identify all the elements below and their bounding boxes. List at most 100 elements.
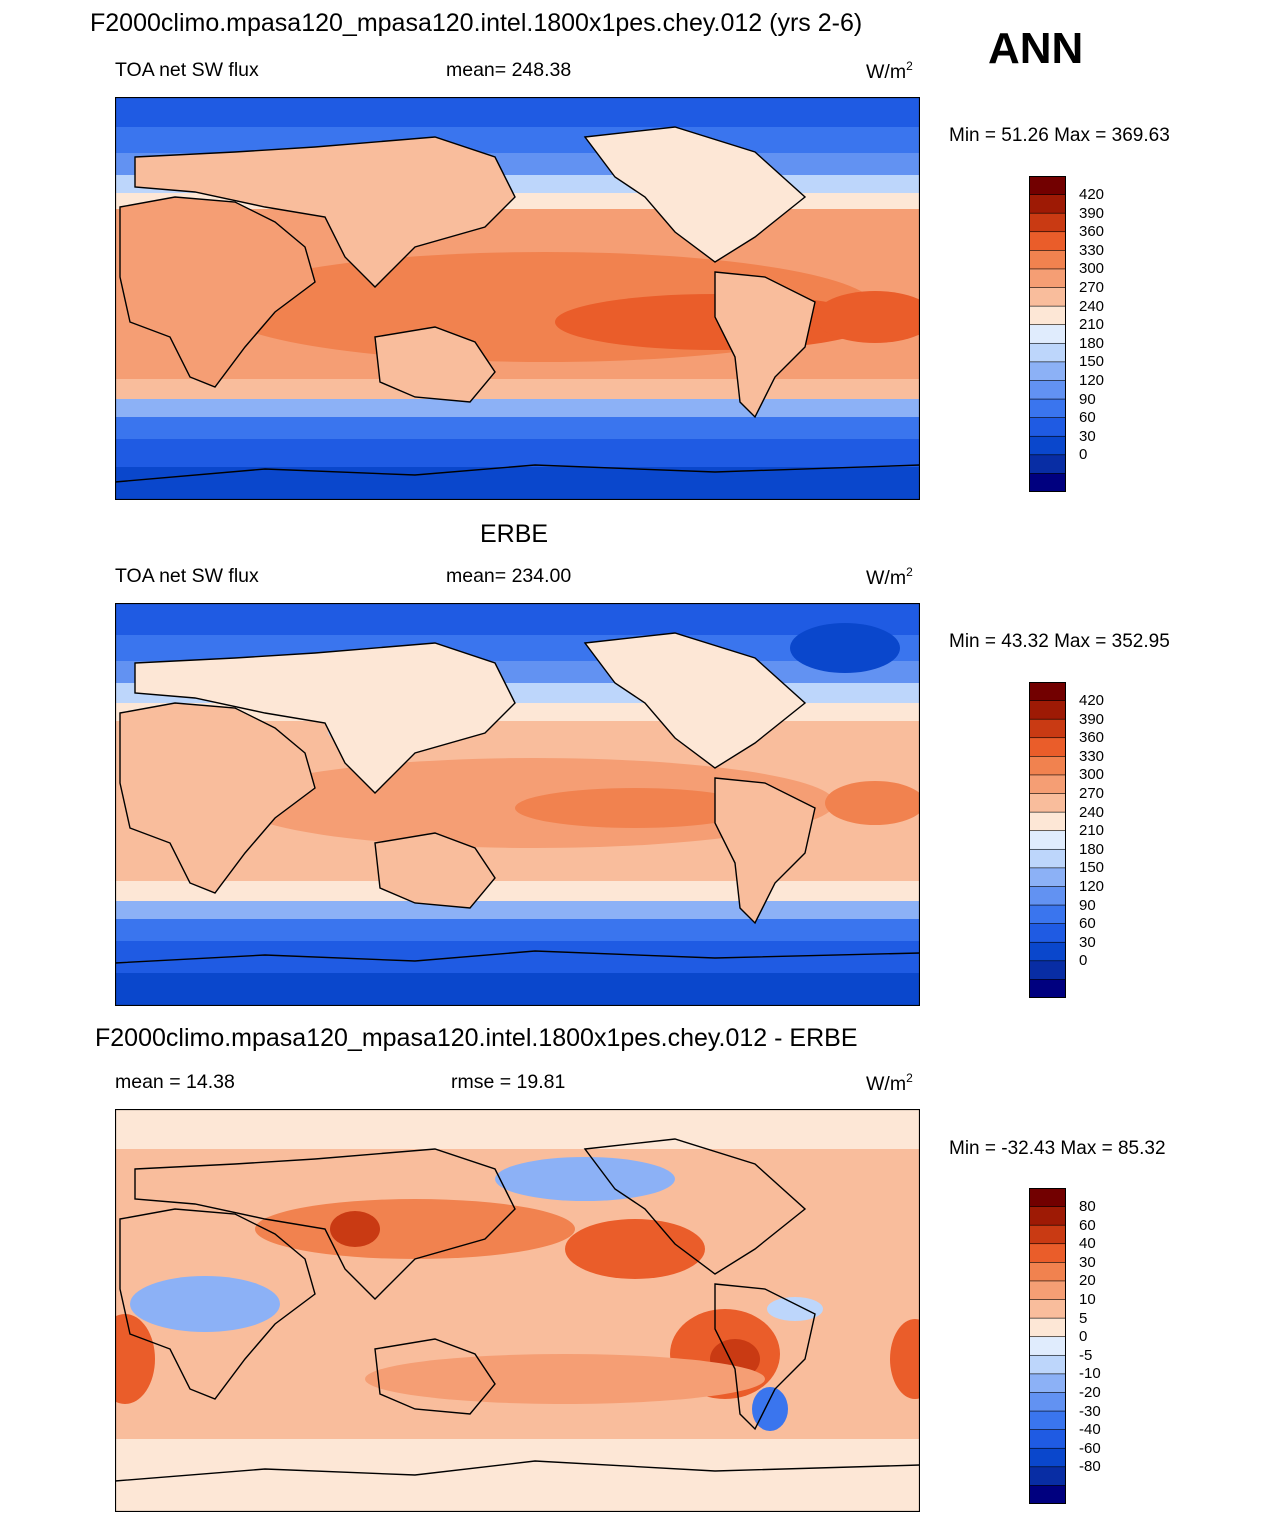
- colorbar-frame: [1029, 1188, 1066, 1504]
- colorbar-box: [1029, 454, 1066, 475]
- colorbar-tick-label: 420: [1079, 692, 1105, 710]
- panel3-unit-text: W/m: [866, 1073, 907, 1095]
- colorbar-tick-label: -10: [1079, 1365, 1101, 1383]
- colorbar-tick-label: 30: [1079, 1253, 1096, 1271]
- p2-band-south-subtropics: [115, 881, 920, 901]
- colorbar-box: [1029, 1410, 1066, 1431]
- colorbar-box: [1029, 342, 1066, 363]
- colorbar-tick-label: 60: [1079, 1216, 1096, 1234]
- colorbar-tick-label: 90: [1079, 896, 1096, 914]
- p3-patagonia-negative: [752, 1387, 788, 1431]
- panel2-colorbar-svg: [1029, 682, 1066, 998]
- p2-coast-eurasia: [134, 642, 516, 794]
- panel1-unit-superscript: 2: [906, 59, 913, 73]
- colorbar-tick-label: 0: [1079, 1328, 1088, 1346]
- panel2-mean-label: mean= 234.00: [446, 565, 572, 587]
- colorbar-box: [1029, 250, 1066, 270]
- p2-coast-north-america: [583, 632, 807, 769]
- colorbar-tick-label: 0: [1079, 952, 1088, 970]
- season-label: ANN: [988, 24, 1084, 73]
- p2-coast-africa: [119, 702, 316, 894]
- p2-frame: [115, 603, 920, 1006]
- colorbar-box: [1029, 1262, 1066, 1282]
- p3-coast-north-america: [583, 1138, 807, 1275]
- colorbar-box: [1029, 1354, 1066, 1375]
- p3-band-southern-ocean: [115, 1439, 920, 1512]
- colorbar-tick-label: 80: [1079, 1198, 1096, 1216]
- p1-band-north-pole: [115, 97, 920, 129]
- colorbar-box: [1029, 1243, 1066, 1264]
- p3-coast-australia: [374, 1338, 496, 1415]
- colorbar-tick-label: 360: [1079, 729, 1105, 747]
- colorbar-box: [1029, 756, 1066, 776]
- colorbar-box: [1029, 830, 1066, 851]
- p3-band-arctic: [115, 1109, 920, 1149]
- colorbar-tick-label: 90: [1079, 390, 1096, 408]
- panel3-unit-label: W/m2: [866, 1071, 913, 1096]
- p3-east-asia-max: [330, 1211, 380, 1247]
- colorbar-box: [1029, 1317, 1066, 1338]
- colorbar-box: [1029, 176, 1066, 196]
- colorbar-tick-label: 390: [1079, 204, 1105, 222]
- p1-coast-antarctica: [115, 464, 920, 483]
- colorbar-box: [1029, 700, 1066, 720]
- colorbar-tick-label: 240: [1079, 803, 1105, 821]
- colorbar-tick-label: 240: [1079, 297, 1105, 315]
- colorbar-box: [1029, 1485, 1066, 1504]
- p1-coast-north-america: [583, 126, 807, 263]
- colorbar-tick-label: 5: [1079, 1309, 1088, 1327]
- colorbar-box: [1029, 923, 1066, 944]
- colorbar-box: [1029, 941, 1066, 962]
- colorbar-tick-label: 60: [1079, 915, 1096, 933]
- colorbar-box: [1029, 435, 1066, 456]
- panel1-map: [115, 97, 920, 500]
- panel1-minmax-label: Min = 51.26 Max = 369.63: [949, 125, 1170, 146]
- colorbar-tick-label: 60: [1079, 409, 1096, 427]
- colorbar-tick-label: -60: [1079, 1439, 1101, 1457]
- colorbar-tick-label: 270: [1079, 279, 1105, 296]
- panel1-title: F2000climo.mpasa120_mpasa120.intel.1800x…: [90, 9, 863, 37]
- p1-band-south-mid: [115, 415, 920, 439]
- panel1-variable-label: TOA net SW flux: [115, 59, 259, 81]
- colorbar-box: [1029, 718, 1066, 739]
- colorbar-tick-label: 30: [1079, 427, 1096, 445]
- p2-pacific-max: [515, 788, 755, 828]
- colorbar-box: [1029, 774, 1066, 795]
- colorbar-tick-label: 300: [1079, 260, 1105, 278]
- panel2-unit-label: W/m2: [866, 565, 913, 590]
- p2-band-south-mid: [115, 917, 920, 941]
- p1-band-south-light: [115, 397, 920, 417]
- panel2-minmax-label: Min = 43.32 Max = 352.95: [949, 631, 1170, 652]
- colorbar-box: [1029, 848, 1066, 869]
- colorbar-box: [1029, 1224, 1066, 1245]
- colorbar-tick-label: -30: [1079, 1402, 1101, 1420]
- panel3-unit-superscript: 2: [906, 1071, 913, 1085]
- colorbar-tick-label: -80: [1079, 1458, 1101, 1476]
- panel1-colorbar-svg: [1029, 176, 1066, 492]
- panel1-map-svg: [115, 97, 920, 500]
- panel1-mean-label: mean= 248.38: [446, 59, 572, 81]
- panel2-map-svg: [115, 603, 920, 1006]
- panel3-colorbar-svg: [1029, 1188, 1066, 1504]
- p2-band-north-pole: [115, 603, 920, 637]
- p3-siberia-negative: [495, 1157, 675, 1201]
- panel3-colorbar: [1029, 1188, 1066, 1504]
- p1-coast-australia: [374, 326, 496, 403]
- p1-coast-eurasia: [134, 136, 516, 288]
- panel2-title: ERBE: [480, 520, 549, 548]
- colorbar-box: [1029, 1206, 1066, 1226]
- colorbar-tick-label: 420: [1079, 186, 1105, 204]
- panel1-unit-label: W/m2: [866, 59, 913, 84]
- colorbar-box: [1029, 979, 1066, 998]
- colorbar-tick-label: 120: [1079, 878, 1105, 895]
- colorbar-box: [1029, 380, 1066, 400]
- colorbar-box: [1029, 1466, 1066, 1487]
- panel2-map: [115, 603, 920, 1006]
- colorbar-tick-label: -5: [1079, 1346, 1093, 1364]
- colorbar-box: [1029, 212, 1066, 233]
- colorbar-box: [1029, 1373, 1066, 1394]
- p3-north-pacific-east: [565, 1219, 705, 1279]
- panel3-rmse-label: rmse = 19.81: [451, 1071, 566, 1093]
- colorbar-box: [1029, 960, 1066, 981]
- p2-band-south-light: [115, 899, 920, 919]
